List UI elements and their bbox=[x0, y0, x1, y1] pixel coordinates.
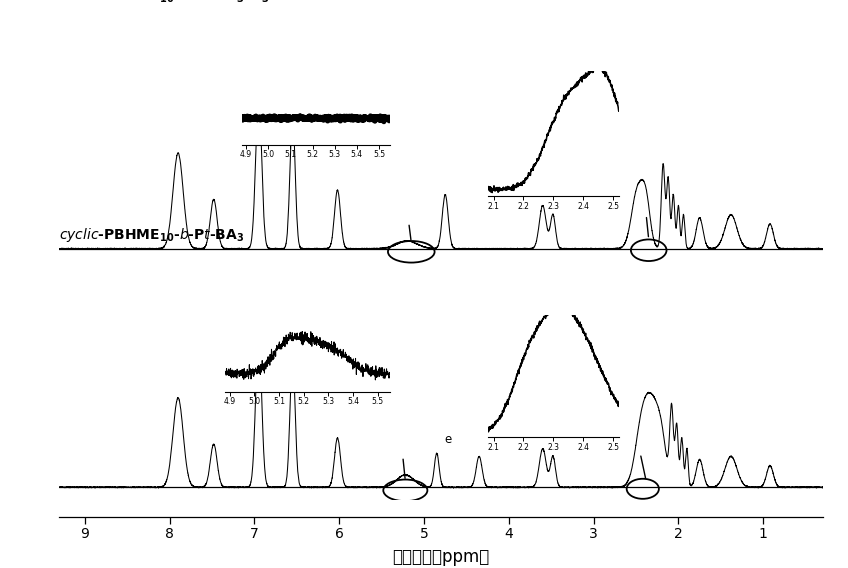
Text: $\it{linear}$-PBHME$_{\mathregular{10}}$-$b$-P$\it{t}$-BA$_{\mathregular{3}}$-N$: $\it{linear}$-PBHME$_{\mathregular{10}}$… bbox=[59, 0, 270, 5]
X-axis label: 化学位移（ppm）: 化学位移（ppm） bbox=[393, 548, 489, 566]
Text: e: e bbox=[444, 433, 451, 446]
Text: $\it{cyclic}$-PBHME$_{\mathregular{10}}$-$b$-P$\it{t}$-BA$_{\mathregular{3}}$: $\it{cyclic}$-PBHME$_{\mathregular{10}}$… bbox=[59, 227, 245, 244]
